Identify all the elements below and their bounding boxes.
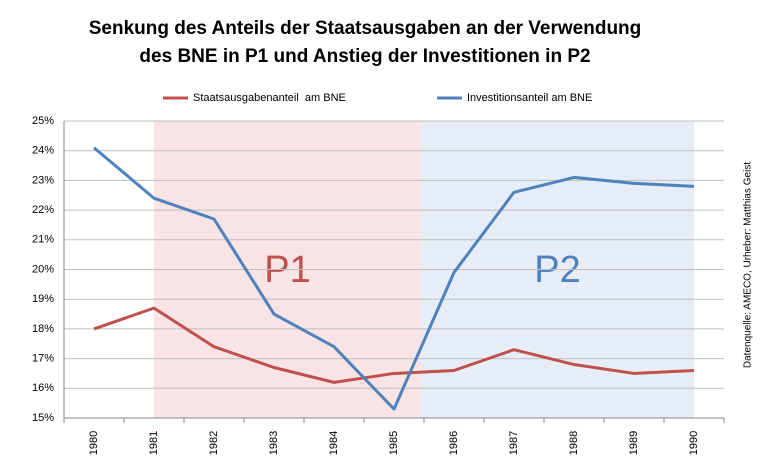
x-tick-label: 1988	[568, 431, 580, 455]
legend-label: Investitionsanteil am BNE	[467, 92, 592, 104]
x-tick-label: 1990	[688, 431, 700, 455]
y-tick-label: 20%	[32, 263, 54, 275]
y-tick-label: 19%	[32, 293, 54, 305]
x-tick-label: 1984	[328, 431, 340, 455]
legend-label: Staatsausgabenanteil am BNE	[193, 92, 346, 104]
y-tick-label: 15%	[32, 412, 54, 424]
y-tick-label: 23%	[32, 174, 54, 186]
x-tick-label: 1981	[148, 431, 160, 455]
y-tick-label: 24%	[32, 145, 54, 157]
x-tick-label: 1987	[508, 431, 520, 455]
series-line	[93, 306, 695, 384]
series-line	[93, 146, 695, 411]
chart-subtitle: des BNE in P1 und Anstieg der Investitio…	[139, 46, 590, 67]
y-tick-label: 22%	[32, 204, 54, 216]
y-tick-label: 25%	[32, 115, 54, 127]
x-tick-label: 1982	[208, 431, 220, 455]
x-tick-label: 1986	[448, 431, 460, 455]
chart-title: Senkung des Anteils der Staatsausgaben a…	[89, 18, 642, 39]
x-tick-label: 1983	[268, 431, 280, 455]
period-label: P2	[534, 249, 580, 291]
x-tick-label: 1989	[628, 431, 640, 455]
x-tick-label: 1980	[88, 431, 100, 455]
source-note: Datenquelle: AMECO, Urheber: Matthias Ge…	[743, 162, 754, 368]
y-tick-label: 18%	[32, 323, 54, 335]
y-tick-label: 16%	[32, 382, 54, 394]
y-tick-label: 17%	[32, 353, 54, 365]
y-tick-label: 21%	[32, 234, 54, 246]
period-label: P1	[264, 249, 310, 291]
x-tick-label: 1985	[388, 431, 400, 455]
